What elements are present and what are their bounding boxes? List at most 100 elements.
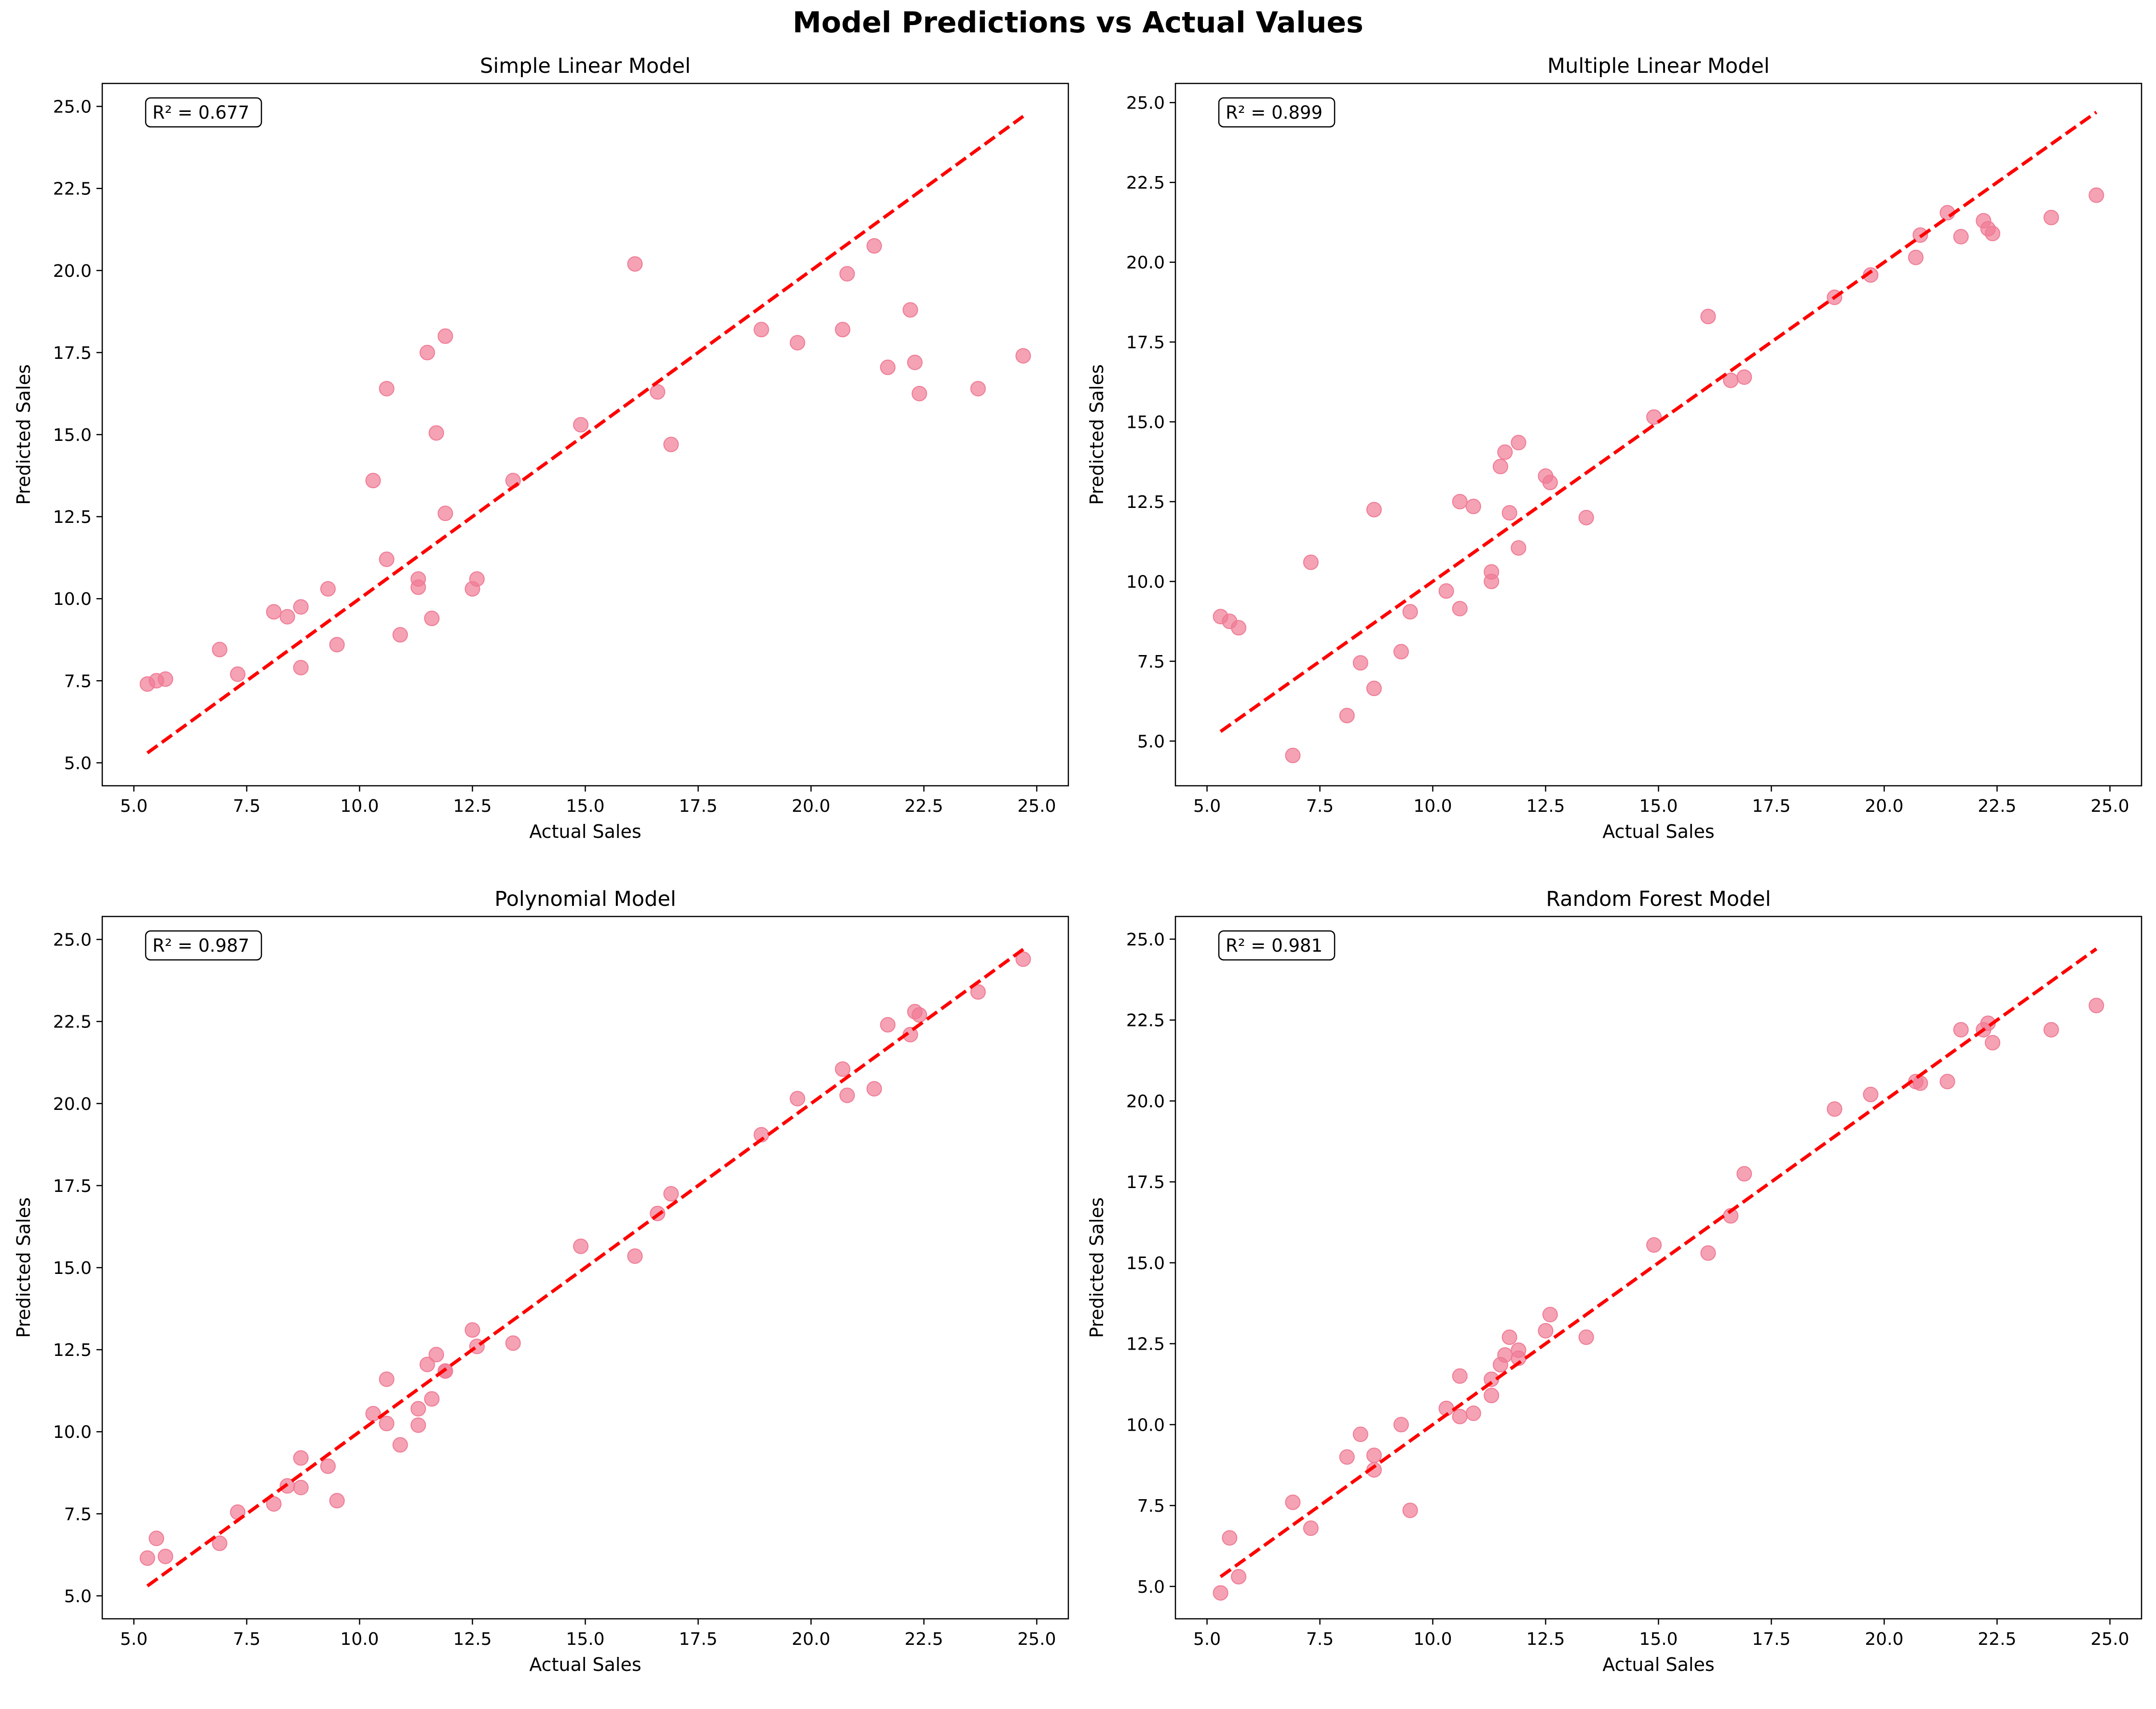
- data-point: [1700, 309, 1716, 325]
- data-point: [2043, 1022, 2059, 1038]
- x-tick-label: 12.5: [453, 1629, 491, 1649]
- y-tick-label: 12.5: [1126, 1335, 1165, 1354]
- r2-annotation: R² = 0.987: [145, 930, 262, 961]
- data-point: [379, 551, 395, 567]
- x-axis-label: Actual Sales: [529, 1654, 641, 1675]
- data-point: [424, 1391, 440, 1407]
- data-point: [573, 417, 589, 433]
- data-point: [1492, 459, 1508, 475]
- x-tick-label: 10.0: [340, 796, 379, 816]
- data-point: [158, 671, 174, 687]
- data-point: [1542, 1307, 1558, 1323]
- x-tick-label: 15.0: [1639, 1629, 1678, 1649]
- data-point: [1366, 502, 1382, 518]
- data-point: [1402, 1503, 1418, 1518]
- axes-frame: [1174, 82, 2142, 787]
- data-point: [149, 1531, 164, 1546]
- x-tick-label: 20.0: [1865, 1629, 1903, 1649]
- x-tick-label: 5.0: [120, 796, 148, 816]
- y-tick-label: 5.0: [64, 753, 92, 773]
- reference-line: [1219, 110, 2098, 733]
- y-axis-label: Predicted Sales: [1086, 1197, 1107, 1338]
- x-tick-label: 20.0: [791, 796, 830, 816]
- data-point: [1222, 1530, 1238, 1546]
- reference-line: [146, 948, 1024, 1587]
- annotation-box: [1218, 930, 1336, 961]
- reference-line: [146, 115, 1024, 754]
- data-point: [663, 437, 679, 452]
- data-point: [437, 506, 453, 521]
- data-point: [1700, 1245, 1716, 1261]
- x-tick-label: 10.0: [1413, 1629, 1452, 1649]
- subplot-title: Random Forest Model: [1546, 887, 1771, 911]
- y-tick-label: 12.5: [1126, 492, 1165, 512]
- x-tick-label: 7.5: [1306, 1629, 1334, 1649]
- subplot-title: Polynomial Model: [494, 887, 676, 911]
- y-tick-label: 15.0: [1126, 1254, 1165, 1273]
- y-tick-label: 17.5: [53, 343, 92, 363]
- data-point: [1736, 369, 1752, 385]
- x-tick-label: 20.0: [1865, 796, 1903, 816]
- y-tick-label: 7.5: [1137, 1496, 1165, 1516]
- x-tick-label: 20.0: [791, 1629, 830, 1649]
- data-point: [912, 385, 928, 401]
- data-point: [1578, 1329, 1594, 1345]
- x-tick-label: 25.0: [1017, 1629, 1056, 1649]
- x-tick-label: 25.0: [2090, 796, 2129, 816]
- data-point: [1015, 348, 1031, 364]
- data-point: [428, 425, 444, 441]
- data-point: [2088, 998, 2104, 1013]
- data-point: [753, 322, 769, 338]
- data-point: [1352, 655, 1368, 671]
- data-point: [320, 1458, 336, 1474]
- data-point: [266, 1496, 282, 1512]
- data-point: [1542, 475, 1558, 491]
- annotation-box: [145, 930, 262, 961]
- x-tick-label: 7.5: [233, 1629, 260, 1649]
- x-tick-label: 7.5: [233, 796, 260, 816]
- data-point: [1912, 1075, 1928, 1091]
- x-tick-label: 17.5: [679, 796, 717, 816]
- y-tick-label: 10.0: [1126, 1415, 1165, 1435]
- x-tick-label: 5.0: [120, 1629, 148, 1649]
- data-point: [1339, 708, 1355, 724]
- y-tick-label: 25.0: [1126, 930, 1165, 950]
- data-point: [1452, 1368, 1468, 1384]
- data-point: [1497, 1347, 1513, 1363]
- subplot-title: Multiple Linear Model: [1547, 54, 1770, 78]
- x-axis-label: Actual Sales: [1602, 1654, 1714, 1675]
- subplot-4: Random Forest Model 5.0 7.5 10.0 12.5 15.0 17.…: [1086, 887, 2142, 1675]
- y-tick-label: 25.0: [53, 97, 92, 117]
- r2-annotation: R² = 0.677: [145, 97, 262, 128]
- y-tick-label: 5.0: [64, 1586, 92, 1606]
- x-axis-label: Actual Sales: [1602, 821, 1714, 842]
- data-point: [1484, 1388, 1500, 1404]
- data-point: [1393, 1417, 1409, 1433]
- y-tick-label: 12.5: [53, 1340, 92, 1360]
- data-point: [1538, 1323, 1554, 1339]
- data-point: [835, 1061, 851, 1077]
- data-point: [970, 381, 986, 396]
- data-point: [1863, 1087, 1879, 1103]
- data-point: [880, 359, 896, 375]
- annotation-box: [145, 97, 262, 128]
- data-point: [293, 1479, 309, 1495]
- y-tick-label: 10.0: [1126, 572, 1165, 592]
- data-point: [970, 984, 986, 1000]
- x-tick-label: 7.5: [1306, 796, 1334, 816]
- y-tick-label: 25.0: [1126, 94, 1165, 113]
- data-point: [293, 1450, 309, 1466]
- data-point: [1953, 229, 1969, 245]
- reference-line: [1219, 947, 2098, 1578]
- data-point: [1015, 951, 1031, 967]
- annotation-text: R² = 0.987: [152, 935, 249, 956]
- y-axis-label: Predicted Sales: [13, 364, 34, 505]
- data-point: [320, 581, 336, 597]
- data-point: [1452, 493, 1468, 509]
- y-tick-label: 10.0: [53, 589, 92, 609]
- data-point: [139, 1550, 155, 1566]
- data-point: [410, 1417, 426, 1433]
- y-tick-label: 15.0: [1126, 413, 1165, 433]
- data-point: [790, 1091, 805, 1107]
- y-tick-label: 20.0: [1126, 253, 1165, 273]
